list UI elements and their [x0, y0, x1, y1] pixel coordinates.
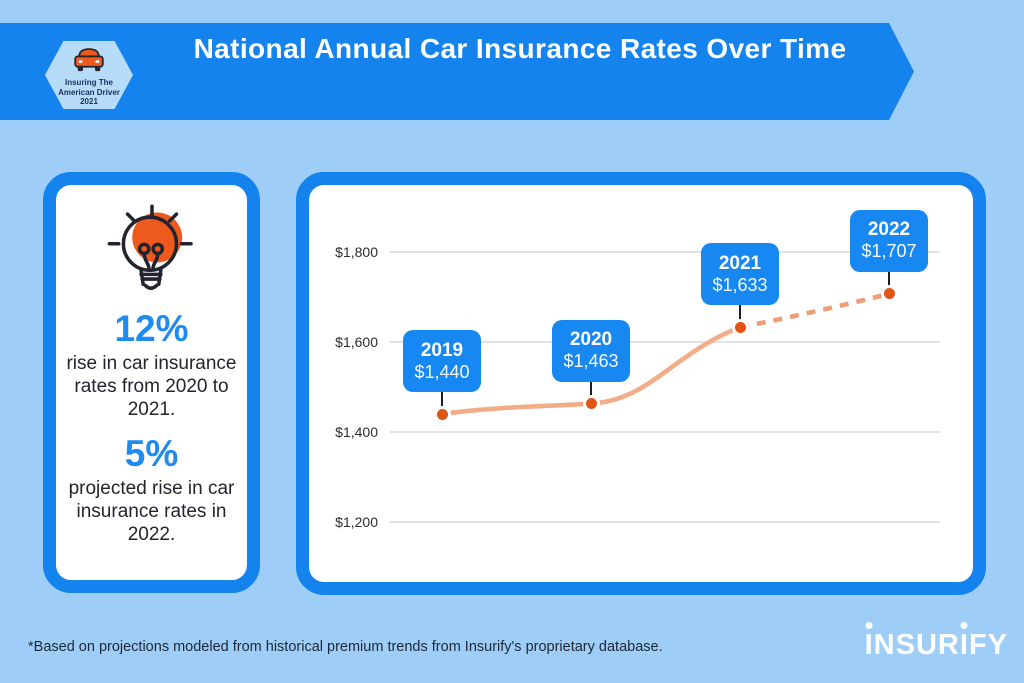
label-connector — [589, 381, 593, 397]
y-axis-tick: $1,600 — [335, 334, 378, 350]
label-value: $1,440 — [414, 361, 470, 382]
label-year: 2021 — [718, 252, 762, 274]
badge-line: American Driver — [58, 87, 120, 97]
car-icon — [70, 45, 108, 78]
logo-letter: N — [873, 629, 896, 661]
data-label-2021: 2021 $1,633 — [701, 243, 779, 306]
header-banner — [0, 23, 914, 120]
stat-value: 12% — [114, 308, 189, 349]
stat-block: 5% projected rise in car insurance rates… — [63, 432, 241, 547]
badge-line: 2021 — [80, 97, 98, 107]
label-year: 2022 — [867, 219, 911, 241]
data-label-2020: 2020 $1,463 — [552, 319, 630, 382]
label-connector — [738, 305, 742, 321]
logo-letter: I — [959, 629, 969, 661]
label-year: 2020 — [569, 329, 613, 351]
stat-description: rise in car insurance rates from 2020 to… — [66, 352, 237, 420]
data-point — [731, 318, 749, 336]
data-label-2022: 2022 $1,707 — [850, 209, 928, 272]
stat-value: 5% — [124, 432, 179, 474]
logo-letter: S — [895, 629, 916, 661]
logo-letter: R — [937, 629, 960, 661]
gridline — [390, 521, 940, 523]
badge-line: Insuring The — [65, 78, 113, 88]
data-point — [433, 405, 451, 423]
logo-letter: Y — [987, 629, 1008, 661]
logo-letter: F — [968, 629, 988, 661]
label-year: 2019 — [420, 339, 464, 361]
stat-block: 12% rise in car insurance rates from 202… — [63, 308, 241, 422]
data-point — [880, 285, 898, 303]
label-value: $1,707 — [861, 241, 917, 262]
logo-letter: I — [864, 629, 874, 661]
gridline — [390, 251, 940, 253]
footnote: *Based on projections modeled from histo… — [28, 639, 663, 655]
data-label-2019: 2019 $1,440 — [403, 330, 481, 392]
y-axis-tick: $1,400 — [335, 424, 378, 440]
label-connector — [887, 271, 891, 287]
logo-letter: U — [915, 629, 938, 661]
stats-card: 12% rise in car insurance rates from 202… — [43, 172, 260, 593]
label-connector — [440, 392, 444, 407]
label-value: $1,463 — [563, 351, 619, 372]
page-title: National Annual Car Insurance Rates Over… — [193, 32, 847, 64]
y-axis-tick: $1,200 — [335, 514, 378, 530]
stat-description: projected rise in car insurance rates in… — [68, 477, 235, 545]
y-axis-tick: $1,800 — [335, 244, 378, 260]
badge: Insuring The American Driver 2021 — [45, 41, 133, 109]
gridline — [390, 431, 940, 433]
data-point — [582, 395, 600, 413]
label-value: $1,633 — [712, 274, 768, 295]
lightbulb-icon — [100, 199, 204, 308]
